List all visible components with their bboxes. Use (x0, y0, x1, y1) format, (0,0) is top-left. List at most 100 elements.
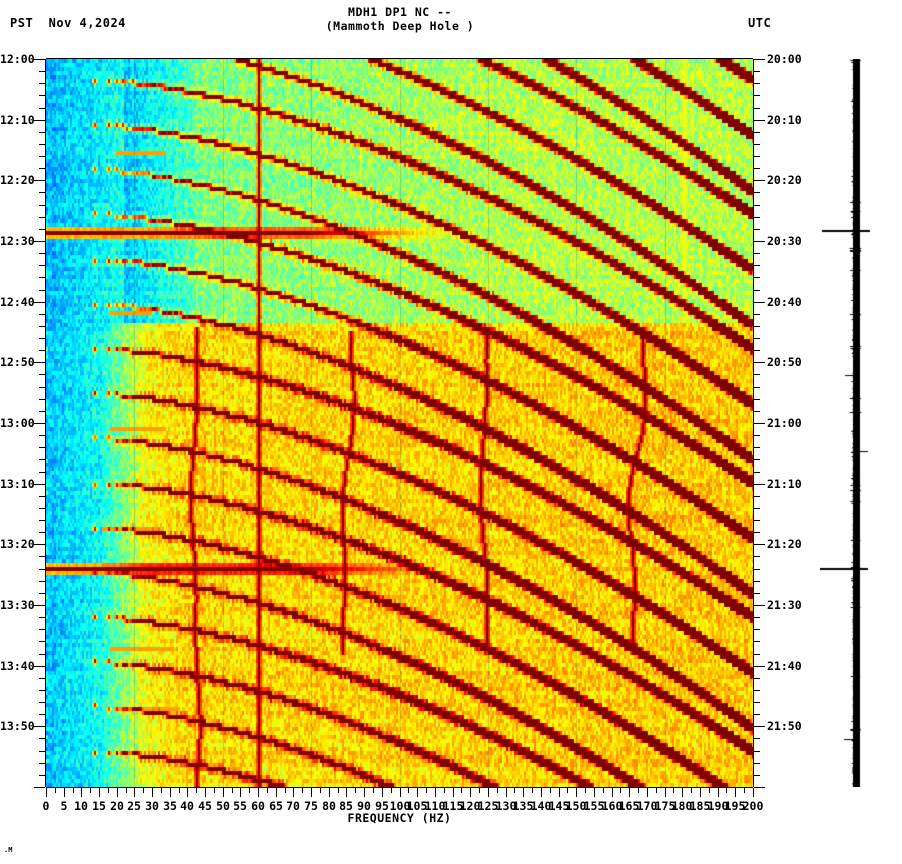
x-axis-major-tick (665, 788, 666, 797)
x-axis-label-freq-20: 100 (389, 799, 411, 813)
amplitude-trace-canvas (820, 59, 902, 787)
x-axis-label-freq-24: 120 (459, 799, 481, 813)
x-axis-bottom-line (46, 787, 753, 788)
x-axis-major-tick (718, 788, 719, 797)
x-axis-label-freq-29: 145 (548, 799, 570, 813)
y-axis-major-tick-left (34, 484, 45, 485)
x-axis-label-freq-1: 5 (60, 799, 68, 813)
y-axis-major-tick-right (754, 423, 765, 424)
y-axis-left-line (45, 59, 46, 787)
y-axis-minor-tick-right (754, 678, 760, 679)
x-axis-major-tick (523, 788, 524, 797)
x-axis-minor-tick (179, 788, 180, 793)
y-axis-minor-tick-right (754, 144, 760, 145)
y-axis-major-tick-left (34, 120, 45, 121)
x-axis-minor-tick (161, 788, 162, 793)
x-axis-minor-tick (656, 788, 657, 793)
y-axis-label-utc-2: 20:20 (767, 173, 802, 187)
x-axis-label-freq-13: 65 (269, 799, 283, 813)
x-axis-label-freq-30: 150 (565, 799, 587, 813)
y-axis-minor-tick-right (754, 714, 760, 715)
x-axis-major-tick (134, 788, 135, 797)
y-axis-label-utc-8: 21:20 (767, 537, 802, 551)
x-axis-label-freq-32: 160 (601, 799, 623, 813)
y-axis-minor-tick-right (754, 71, 760, 72)
y-axis-minor-tick-left (39, 556, 45, 557)
y-axis-major-tick-right (754, 362, 765, 363)
y-axis-minor-tick-right (754, 205, 760, 206)
y-axis-label-pst-11: 13:50 (0, 719, 35, 733)
x-axis-minor-tick (338, 788, 339, 793)
y-axis-minor-tick-left (39, 775, 45, 776)
y-axis-label-pst-3: 12:30 (0, 234, 35, 248)
y-axis-minor-tick-right (754, 132, 760, 133)
x-axis-minor-tick (673, 788, 674, 793)
y-axis-minor-tick-right (754, 654, 760, 655)
y-axis-minor-tick-left (39, 217, 45, 218)
x-axis-label-freq-14: 70 (286, 799, 300, 813)
y-axis-major-tick-right (754, 787, 765, 788)
x-axis-label-freq-17: 85 (339, 799, 353, 813)
y-axis-minor-tick-right (754, 83, 760, 84)
x-axis-label-freq-2: 10 (74, 799, 88, 813)
y-axis-minor-tick-right (754, 108, 760, 109)
x-axis-major-tick (541, 788, 542, 797)
x-axis-label-freq-34: 170 (636, 799, 658, 813)
y-axis-minor-tick-right (754, 459, 760, 460)
x-axis-major-tick (612, 788, 613, 797)
x-axis-major-tick (647, 788, 648, 797)
x-axis-label-freq-38: 190 (707, 799, 729, 813)
x-axis-label-freq-10: 50 (216, 799, 230, 813)
x-axis-major-tick (152, 788, 153, 797)
page-title-line2: (Mammoth Deep Hole ) (325, 19, 475, 33)
y-axis-minor-tick-right (754, 387, 760, 388)
x-axis-minor-tick (320, 788, 321, 793)
y-axis-minor-tick-left (39, 532, 45, 533)
x-axis-minor-tick (709, 788, 710, 793)
header-date: Nov 4,2024 (48, 16, 126, 30)
y-axis-minor-tick-right (754, 290, 760, 291)
y-axis-major-tick-left (34, 423, 45, 424)
x-axis-minor-tick (143, 788, 144, 793)
x-axis-minor-tick (232, 788, 233, 793)
y-axis-minor-tick-right (754, 277, 760, 278)
y-axis-minor-tick-left (39, 617, 45, 618)
x-axis-label-freq-19: 95 (375, 799, 389, 813)
x-axis-label-freq-0: 0 (42, 799, 50, 813)
amplitude-trace-panel (820, 59, 902, 787)
y-axis-minor-tick-left (39, 593, 45, 594)
x-axis-label-freq-27: 135 (512, 799, 534, 813)
x-axis-major-tick (594, 788, 595, 797)
y-axis-label-pst-4: 12:40 (0, 295, 35, 309)
x-axis-minor-tick (214, 788, 215, 793)
x-axis-minor-tick (620, 788, 621, 793)
y-axis-minor-tick-left (39, 277, 45, 278)
x-axis-label-freq-28: 140 (530, 799, 552, 813)
y-axis-minor-tick-left (39, 253, 45, 254)
x-axis-major-tick (559, 788, 560, 797)
x-axis-minor-tick (355, 788, 356, 793)
spectrogram-canvas (46, 59, 753, 787)
y-axis-minor-tick-right (754, 508, 760, 509)
y-axis-label-pst-0: 12:00 (0, 52, 35, 66)
x-axis-major-tick (453, 788, 454, 797)
y-axis-minor-tick-left (39, 314, 45, 315)
y-axis-major-tick-left (34, 180, 45, 181)
y-axis-minor-tick-right (754, 629, 760, 630)
y-axis-minor-tick-left (39, 411, 45, 412)
x-axis-minor-tick (585, 788, 586, 793)
x-axis-minor-tick (479, 788, 480, 793)
y-axis-minor-tick-right (754, 569, 760, 570)
x-axis-major-tick (99, 788, 100, 797)
y-axis-label-pst-2: 12:20 (0, 173, 35, 187)
frequency-axis-title: FREQUENCY (HZ) (347, 811, 452, 825)
y-axis-minor-tick-right (754, 447, 760, 448)
x-axis-minor-tick (532, 788, 533, 793)
y-axis-minor-tick-left (39, 192, 45, 193)
x-axis-minor-tick (514, 788, 515, 793)
y-axis-minor-tick-right (754, 168, 760, 169)
y-axis-minor-tick-left (39, 350, 45, 351)
y-axis-minor-tick-right (754, 775, 760, 776)
x-axis-major-tick (576, 788, 577, 797)
x-axis-label-freq-9: 45 (198, 799, 212, 813)
